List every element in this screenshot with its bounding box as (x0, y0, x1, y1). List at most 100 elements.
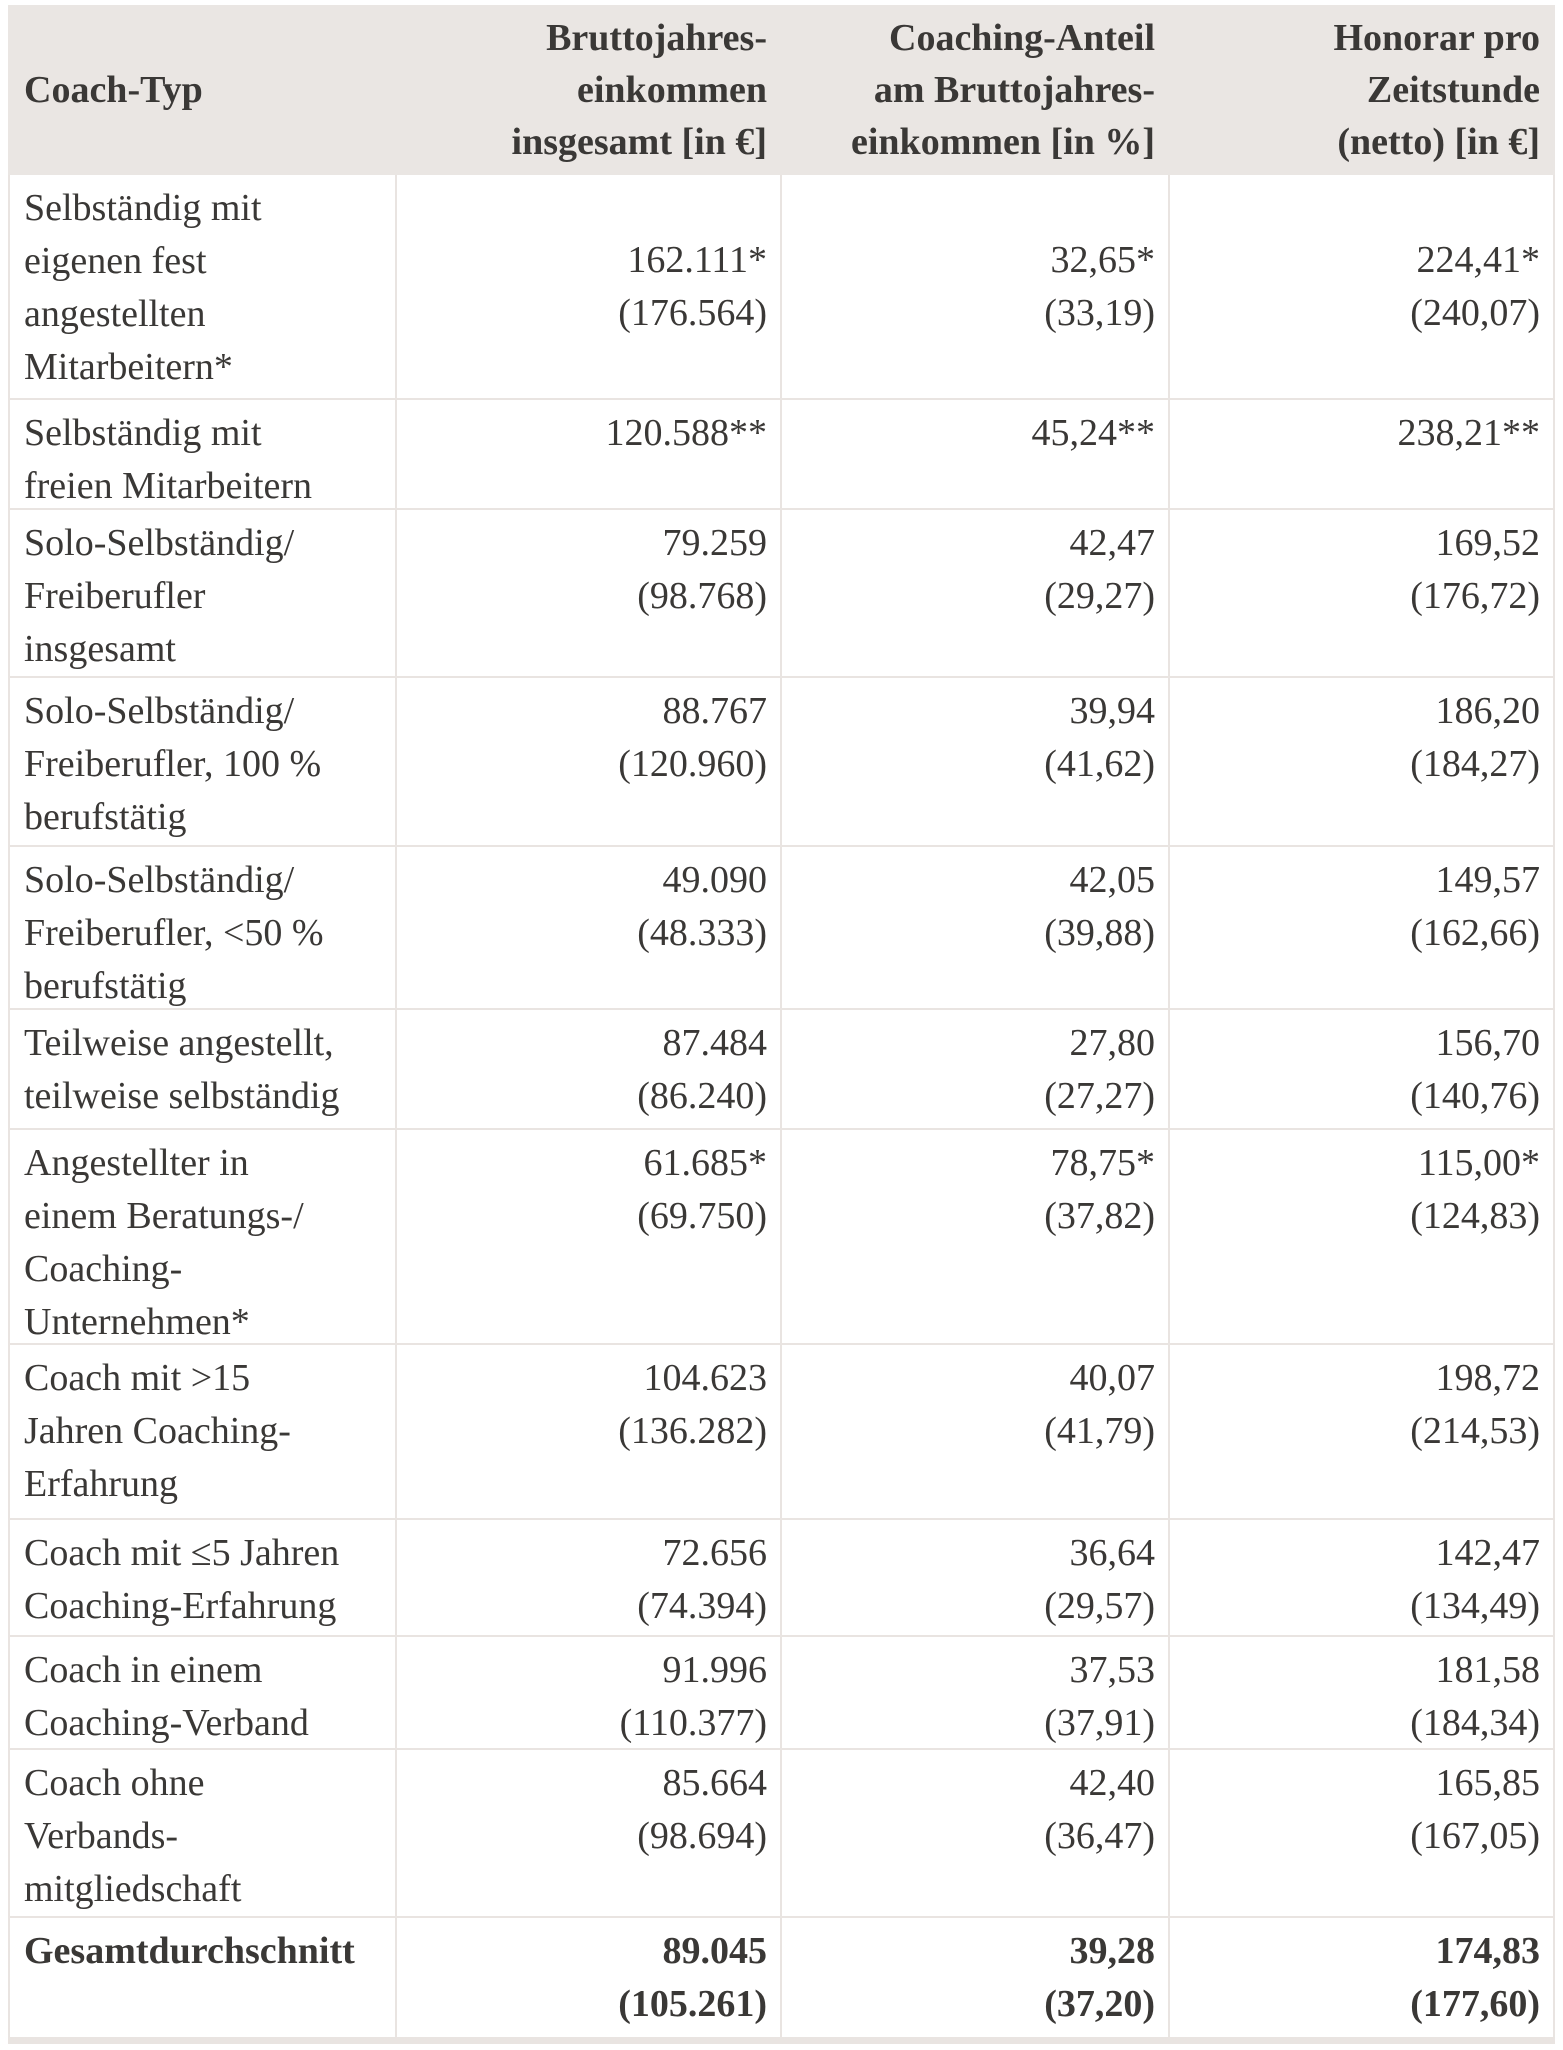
value-line: 165,85 (1435, 1762, 1541, 1804)
paren-value-line: (105.261) (618, 1983, 767, 2025)
value-line: 40,07 (1069, 1357, 1156, 1399)
value-line: 39,94 (1069, 690, 1156, 732)
honorar-cell: 186,20 (184,27) (1170, 678, 1553, 845)
income-table: Coach-Typ Bruttojahres- einkommen insges… (8, 5, 1555, 2044)
bruttojahreseinkommen-cell: 104.623 (136.282) (397, 1345, 780, 1518)
paren-value-line: (98.694) (637, 1815, 767, 1857)
value-line: 32,65* (1050, 238, 1156, 281)
coach-type-cell: Solo-Selbständig/Freiberufler, 100 % beru… (10, 678, 395, 845)
bruttojahreseinkommen-cell: 72.656 (74.394) (397, 1520, 780, 1635)
header-label: am Bruttojahres- (873, 69, 1155, 111)
paren-value-line: (120.960) (618, 743, 767, 785)
coach-type-line: Coaching- (24, 1248, 183, 1290)
value-line: 42,40 (1069, 1762, 1156, 1804)
value-line: 39,28 (1069, 1930, 1156, 1972)
coach-type-line: Coach in einem (24, 1649, 263, 1691)
coach-type-cell: Solo-Selbständig/Freiberufler, <50 % beru… (10, 847, 395, 1008)
paren-value-line: (167,05) (1410, 1815, 1540, 1857)
coach-type-line: angestellten (24, 293, 206, 335)
value-line: 36,64 (1069, 1532, 1156, 1574)
honorar-cell: 156,70 (140,76) (1170, 1010, 1553, 1128)
paren-value-line: (240,07) (1410, 291, 1540, 334)
coach-type-line: Selbständig mit (24, 412, 262, 454)
honorar-cell: 174,83 (177,60) (1170, 1918, 1553, 2037)
coach-type-cell: Angestellter in einem Beratungs-/ Coaching… (10, 1130, 395, 1343)
value-line: 85.664 (662, 1762, 768, 1804)
coaching-anteil-cell: 42,40 (36,47) (782, 1750, 1168, 1916)
coaching-anteil-cell: 42,05 (39,88) (782, 847, 1168, 1008)
coach-type-cell: Selbständig mit eigenen fest angestellten M… (10, 175, 395, 398)
coach-type-line: Freiberufler, <50 % (24, 912, 324, 954)
coaching-anteil-cell: 37,53 (37,91) (782, 1637, 1168, 1748)
paren-value-line: (36,47) (1044, 1815, 1155, 1857)
value-line: 104.623 (643, 1357, 768, 1399)
coach-type-line: Freiberufler, 100 % (24, 743, 322, 785)
header-label: (netto) [in €] (1337, 121, 1540, 163)
coach-type-line: Angestellter in (24, 1142, 249, 1184)
value-line: 88.767 (662, 690, 768, 732)
paren-value-line: (41,62) (1044, 743, 1155, 785)
coach-type-cell: Selbständig mit freien Mitarbeitern (10, 400, 395, 508)
value-line: 89.045 (662, 1930, 768, 1972)
header-cell-coaching-anteil: Coaching-Anteil am Bruttojahres- einkomm… (782, 5, 1168, 175)
header-label: Bruttojahres- (546, 17, 767, 59)
value-line: 115,00* (1417, 1142, 1540, 1184)
honorar-cell: 149,57 (162,66) (1170, 847, 1553, 1008)
coach-type-line: Solo-Selbständig/ (24, 690, 295, 732)
paren-value-line: (37,20) (1044, 1983, 1155, 2025)
value-line: 27,80 (1069, 1022, 1156, 1064)
coaching-anteil-cell: 45,24** (782, 400, 1168, 508)
value-line: 162.111* (627, 238, 767, 281)
value-line: 142,47 (1435, 1532, 1541, 1574)
value-line: 87.484 (662, 1022, 768, 1064)
coach-type-line: Coaching-Erfahrung (24, 1585, 337, 1627)
bruttojahreseinkommen-cell: 162.111* (176.564) (397, 175, 780, 398)
coach-type-line: Gesamtdurchschnitt (24, 1930, 355, 1972)
value-line: 156,70 (1435, 1022, 1541, 1064)
coach-type-line: Selbständig mit (24, 187, 262, 229)
table-body: Selbständig mit eigenen fest angestellten M… (10, 175, 1553, 2037)
paren-value-line: (124,83) (1410, 1195, 1540, 1237)
honorar-cell: 142,47 (134,49) (1170, 1520, 1553, 1635)
coaching-anteil-cell: 40,07 (41,79) (782, 1345, 1168, 1518)
coach-type-line: Jahren Coaching- (24, 1410, 291, 1452)
paren-value-line: (29,57) (1044, 1585, 1155, 1627)
coach-type-cell: Coach mit >15 Jahren Coaching- Erfahrung (10, 1345, 395, 1518)
coach-type-line: Verbands- (24, 1815, 179, 1857)
value-line: 79.259 (662, 522, 768, 564)
value-line: 181,58 (1435, 1649, 1541, 1691)
paren-value-line: (27,27) (1044, 1075, 1155, 1117)
paren-value-line: (176.564) (618, 291, 767, 334)
coach-type-cell: Gesamtdurchschnitt (10, 1918, 395, 2037)
paren-value-line: (37,82) (1044, 1195, 1155, 1237)
coaching-anteil-cell: 78,75* (37,82) (782, 1130, 1168, 1343)
bruttojahreseinkommen-cell: 49.090 (48.333) (397, 847, 780, 1008)
coach-type-line: Coach mit ≤5 Jahren (24, 1532, 340, 1574)
bruttojahreseinkommen-cell: 120.588** (397, 400, 780, 508)
coach-type-line: Mitarbeitern* (24, 346, 233, 388)
coach-type-line: Freiberufler (24, 575, 206, 617)
value-line: 42,47 (1069, 522, 1156, 564)
header-label: einkommen [in %] (851, 121, 1155, 163)
coaching-anteil-cell: 36,64 (29,57) (782, 1520, 1168, 1635)
header-label: Honorar pro (1333, 17, 1540, 59)
bruttojahreseinkommen-cell: 79.259 (98.768) (397, 510, 780, 676)
coach-type-line: Coaching-Verband (24, 1702, 309, 1744)
paren-value-line: (134,49) (1410, 1585, 1540, 1627)
value-line: 120.588** (605, 412, 768, 454)
coach-type-line: teilweise selbständig (24, 1075, 340, 1117)
honorar-cell: 198,72 (214,53) (1170, 1345, 1553, 1518)
bruttojahreseinkommen-cell: 87.484 (86.240) (397, 1010, 780, 1128)
value-line: 78,75* (1050, 1142, 1156, 1184)
header-cell-coach-typ: Coach-Typ (10, 5, 395, 175)
value-line: 224,41* (1416, 238, 1541, 281)
coach-type-line: Coach ohne (24, 1762, 205, 1804)
paren-value-line: (98.768) (637, 575, 767, 617)
coach-type-line: insgesamt (24, 628, 176, 670)
coach-type-cell: Solo-Selbständig/Freiberufler insgesamt (10, 510, 395, 676)
honorar-cell: 169,52 (176,72) (1170, 510, 1553, 676)
value-line: 174,83 (1435, 1930, 1541, 1972)
bruttojahreseinkommen-cell: 89.045 (105.261) (397, 1918, 780, 2037)
coach-type-line: Teilweise angestellt, (24, 1022, 334, 1064)
paren-value-line: (74.394) (637, 1585, 767, 1627)
